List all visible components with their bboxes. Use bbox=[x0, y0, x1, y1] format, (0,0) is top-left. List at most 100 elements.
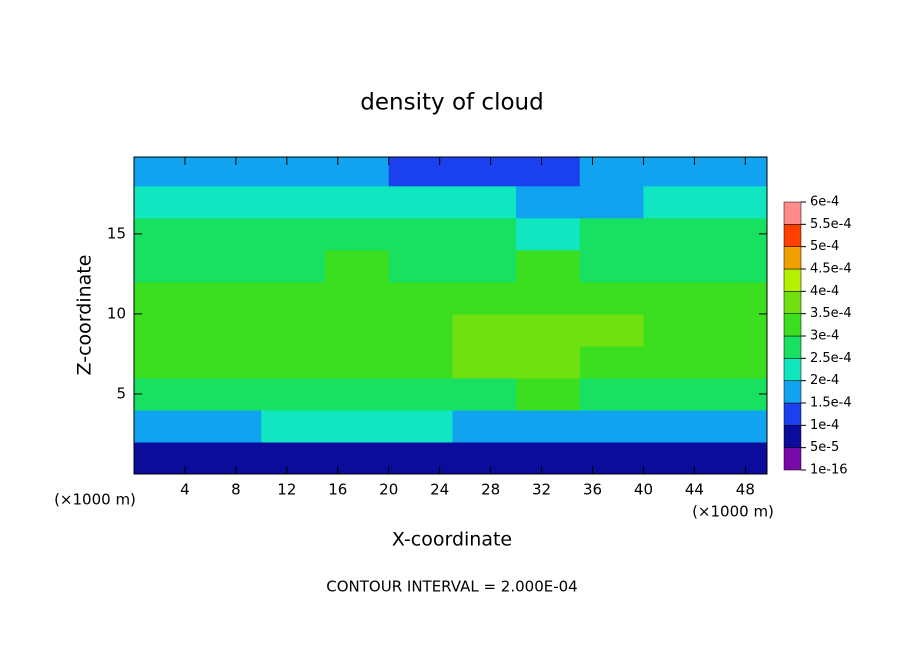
contour-cell bbox=[388, 409, 453, 443]
chart-title: density of cloud bbox=[360, 90, 543, 116]
contour-cell bbox=[579, 409, 644, 443]
contour-cell bbox=[516, 377, 581, 411]
colorbar-label: 4e-4 bbox=[810, 284, 839, 299]
contour-cell bbox=[261, 409, 326, 443]
contour-cell bbox=[516, 409, 581, 443]
colorbar-swatch bbox=[783, 268, 802, 292]
contour-cell bbox=[516, 313, 581, 347]
contour-cell bbox=[134, 409, 199, 443]
contour-cell bbox=[197, 185, 262, 219]
colorbar-swatch bbox=[783, 402, 802, 426]
contour-cell bbox=[643, 409, 708, 443]
contour-cell bbox=[261, 281, 326, 315]
contour-cell bbox=[261, 249, 326, 283]
contour-cell bbox=[579, 185, 644, 219]
colorbar-label: 1e-16 bbox=[810, 463, 848, 478]
contour-cell bbox=[643, 281, 708, 315]
colorbar-swatch bbox=[783, 447, 802, 471]
contour-cell bbox=[325, 281, 390, 315]
contour-cell bbox=[452, 157, 517, 187]
colorbar-label: 5e-5 bbox=[810, 440, 839, 455]
contour-cell bbox=[325, 313, 390, 347]
contour-cell bbox=[134, 377, 199, 411]
contour-cell bbox=[516, 281, 581, 315]
contour-cell bbox=[579, 345, 644, 379]
colorbar-swatch bbox=[783, 291, 802, 314]
contour-cell bbox=[388, 313, 453, 347]
contour-cell bbox=[707, 157, 768, 187]
contour-cell bbox=[325, 441, 390, 475]
colorbar-label: 4.5e-4 bbox=[810, 262, 852, 277]
colorbar-label: 1e-4 bbox=[810, 418, 839, 433]
contour-cell bbox=[579, 217, 644, 251]
contour-cell bbox=[643, 377, 708, 411]
x-tick-label: 8 bbox=[231, 481, 241, 499]
contour-cell bbox=[643, 185, 708, 219]
contour-cell bbox=[325, 185, 390, 219]
colorbar-swatch bbox=[783, 335, 802, 359]
colorbar-swatch bbox=[783, 313, 802, 337]
contour-cell bbox=[516, 157, 581, 187]
contour-cell bbox=[388, 249, 453, 283]
contour-cell bbox=[516, 185, 581, 219]
contour-cell bbox=[134, 185, 199, 219]
contour-cell bbox=[579, 249, 644, 283]
contour-cell bbox=[388, 281, 453, 315]
colorbar-label: 3.5e-4 bbox=[810, 306, 852, 321]
contour-cell bbox=[197, 409, 262, 443]
contour-cell bbox=[643, 345, 708, 379]
contour-cell bbox=[707, 409, 768, 443]
contour-cell bbox=[197, 345, 262, 379]
contour-cell bbox=[388, 377, 453, 411]
contour-cell bbox=[197, 249, 262, 283]
x-tick-label: 36 bbox=[583, 481, 602, 499]
x-unit-label: (×1000 m) bbox=[54, 491, 136, 509]
footer: CONTOUR INTERVAL = 2.000E-04 bbox=[326, 578, 577, 596]
contour-cell bbox=[579, 377, 644, 411]
contour-cell bbox=[707, 345, 768, 379]
colorbar-label: 3e-4 bbox=[810, 329, 839, 344]
contour-cell bbox=[325, 157, 390, 187]
contour-cell bbox=[707, 249, 768, 283]
colorbar-label: 6e-4 bbox=[810, 195, 839, 210]
colorbar-label: 5.5e-4 bbox=[810, 217, 852, 232]
contour-cell bbox=[388, 185, 453, 219]
x-tick-label: 40 bbox=[634, 481, 653, 499]
x-tick-label: 48 bbox=[736, 481, 755, 499]
contour-cell bbox=[261, 157, 326, 187]
contour-cell bbox=[516, 217, 581, 251]
contour-cell bbox=[325, 217, 390, 251]
contour-cell bbox=[643, 441, 708, 475]
colorbar-swatch bbox=[783, 358, 802, 381]
contour-cell bbox=[261, 377, 326, 411]
contour-cell bbox=[707, 185, 768, 219]
contour-cell bbox=[134, 217, 199, 251]
x-tick-label: 24 bbox=[430, 481, 449, 499]
contour-cell bbox=[452, 313, 517, 347]
colorbar-label: 5e-4 bbox=[810, 239, 839, 254]
contour-cell bbox=[261, 217, 326, 251]
contour-cell bbox=[134, 249, 199, 283]
contour-cell bbox=[388, 217, 453, 251]
contour-cell bbox=[643, 157, 708, 187]
x-axis-label: X-coordinate bbox=[392, 529, 512, 551]
contour-cell bbox=[452, 249, 517, 283]
x-tick-label: 16 bbox=[328, 481, 347, 499]
contour-cell bbox=[388, 157, 453, 187]
x-tick-label: 44 bbox=[685, 481, 704, 499]
contour-cell bbox=[197, 377, 262, 411]
contour-cell bbox=[388, 441, 453, 475]
contour-cell bbox=[261, 441, 326, 475]
contour-cell bbox=[516, 345, 581, 379]
y-tick-label: 5 bbox=[116, 384, 126, 402]
contour-cell bbox=[325, 345, 390, 379]
contour-cell bbox=[388, 345, 453, 379]
contour-cell bbox=[707, 217, 768, 251]
y-tick-label: 15 bbox=[107, 224, 126, 242]
contour-cell bbox=[197, 217, 262, 251]
x-unit-label: (×1000 m) bbox=[692, 503, 774, 521]
contour-cell bbox=[134, 313, 199, 347]
contour-cell bbox=[643, 313, 708, 347]
contour-cell bbox=[516, 249, 581, 283]
